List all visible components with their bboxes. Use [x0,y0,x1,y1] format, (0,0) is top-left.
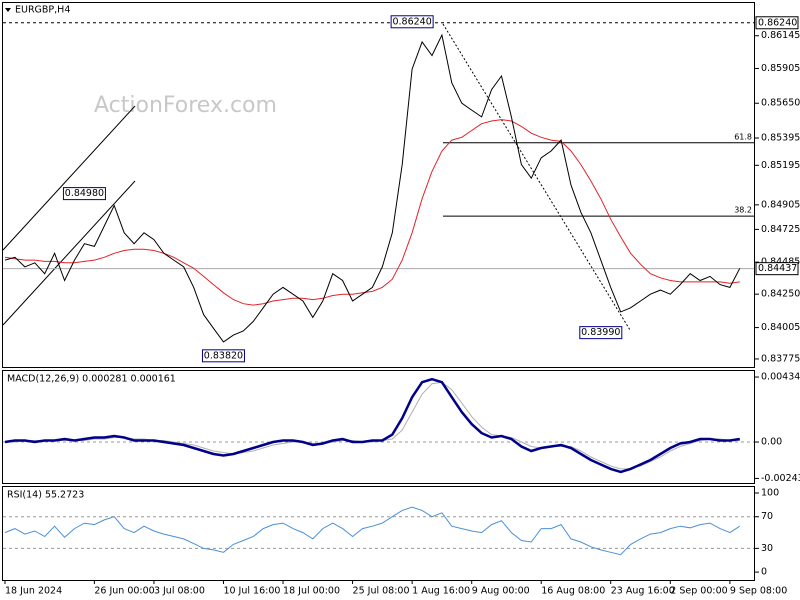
watermark: ActionForex.com [94,93,277,118]
series-line [4,506,741,556]
x-tick-label: 18 Jul 00:00 [283,586,340,597]
rsi-panel [2,486,755,581]
series-line [4,119,740,306]
price-callout [62,187,106,201]
x-tick-label: 25 Jul 08:00 [353,586,410,597]
price-panel [2,2,755,368]
x-tick-label: 9 Sep 08:00 [730,586,787,597]
y-tick-label: 0.85195 [761,160,800,171]
x-tick-label: 26 Jun 00:00 [94,586,154,597]
symbol: EURGBP,H4 [15,5,70,16]
y-tick-label: 0.00 [761,437,782,448]
rsi-title: RSI(14) 55.2723 [7,490,84,501]
x-tick-label: 16 Aug 08:00 [541,586,605,597]
price-callout [201,349,245,363]
y-tick-label: 70 [761,511,773,522]
y-tick-label: 0 [761,567,767,578]
series-line [4,377,740,474]
y-tick-label: 0.83775 [761,353,800,364]
price-badge-label: 0.84437 [758,263,797,274]
y-tick-label: 30 [761,543,773,554]
price-callout [579,326,623,340]
y-tick-label: 0.84905 [761,199,800,210]
menu-arrow [5,8,11,12]
x-tick-label: 18 Jun 2024 [5,586,62,597]
x-tick-label: 2 Sep 00:00 [670,586,727,597]
channel-line [2,180,136,326]
y-tick-label: -0.002434 [761,473,800,484]
y-tick-label: 0.84250 [761,289,800,300]
y-tick-label: 0.84005 [761,322,800,333]
price-callout [390,15,434,29]
series-line [4,33,741,343]
fib-label: 61.8 [734,132,752,141]
y-tick-label: 0.84725 [761,224,800,235]
x-tick-label: 23 Aug 16:00 [611,586,675,597]
y-tick-label: 0.86145 [761,30,800,41]
y-tick-label: 0.004347 [761,372,800,383]
y-tick-label: 0.85905 [761,63,800,74]
price-badge [755,16,799,30]
y-tick-label: 0.85395 [761,133,800,144]
price-badge-label: 0.86240 [758,17,797,28]
x-tick-label: 3 Jul 08:00 [154,586,205,597]
macd-panel [2,370,755,484]
price-callout-label: 0.86240 [392,16,431,27]
y-tick-label: 0.85650 [761,98,800,109]
price-callout-label: 0.83990 [581,327,620,338]
channel-line [2,105,136,251]
price-callout-label: 0.84980 [65,188,104,199]
y-tick-label: 0.84485 [761,257,800,268]
macd-title: MACD(12,26,9) 0.000281 0.000161 [7,374,176,385]
x-tick-label: 9 Aug 00:00 [472,586,530,597]
fib-label: 38.2 [734,206,752,215]
price-badge [755,262,799,276]
x-tick-label: 10 Jul 16:00 [223,586,280,597]
price-callout-label: 0.83820 [204,350,243,361]
y-tick-label: 100 [761,488,779,499]
x-tick-label: 1 Aug 16:00 [412,586,470,597]
